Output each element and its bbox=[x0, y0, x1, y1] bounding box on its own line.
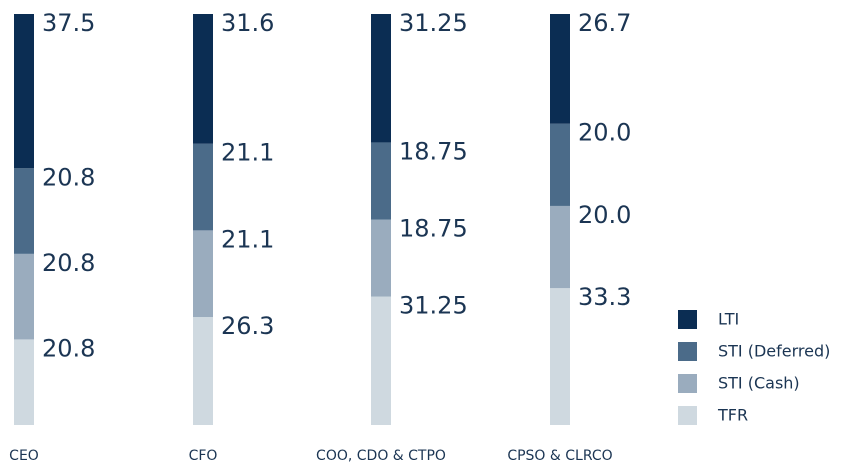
x-tick-label: CPSO & CLRCO bbox=[507, 448, 612, 464]
bar-segment bbox=[193, 143, 213, 231]
value-label: 18.75 bbox=[399, 137, 468, 165]
value-label: 21.1 bbox=[221, 139, 274, 167]
legend-swatch bbox=[678, 342, 697, 361]
bar-segment bbox=[14, 168, 34, 254]
value-label: 21.1 bbox=[221, 225, 274, 253]
bar-segment bbox=[371, 14, 391, 143]
bar-segment bbox=[371, 219, 391, 297]
bar-segment bbox=[371, 142, 391, 220]
legend-swatch bbox=[678, 406, 697, 425]
legend-label: STI (Deferred) bbox=[718, 342, 830, 361]
bar-segment bbox=[550, 288, 570, 425]
value-label: 31.6 bbox=[221, 9, 274, 37]
value-label: 31.25 bbox=[399, 292, 468, 320]
bar-segment bbox=[14, 253, 34, 340]
value-label: 18.75 bbox=[399, 215, 468, 243]
legend-label: LTI bbox=[718, 310, 739, 329]
legend-label: TFR bbox=[717, 406, 748, 425]
value-label: 26.3 bbox=[221, 312, 274, 340]
x-tick-label: CFO bbox=[189, 448, 218, 464]
value-label: 26.7 bbox=[578, 9, 631, 37]
value-label: 31.25 bbox=[399, 9, 468, 37]
value-label: 37.5 bbox=[42, 9, 95, 37]
bar-segment bbox=[550, 14, 570, 124]
bar-segment bbox=[14, 14, 34, 169]
value-label: 20.8 bbox=[42, 163, 95, 191]
value-label: 20.8 bbox=[42, 334, 95, 362]
bar-segment bbox=[550, 205, 570, 289]
value-label: 33.3 bbox=[578, 283, 631, 311]
bar-segment bbox=[193, 230, 213, 318]
bar-segment bbox=[550, 123, 570, 206]
value-label: 20.0 bbox=[578, 119, 631, 147]
legend-swatch bbox=[678, 310, 697, 329]
value-label: 20.8 bbox=[42, 249, 95, 277]
bar-segment bbox=[14, 339, 34, 425]
bar-segment bbox=[371, 296, 391, 425]
x-tick-label: CEO bbox=[9, 448, 39, 464]
legend-swatch bbox=[678, 374, 697, 393]
x-tick-label: COO, CDO & CTPO bbox=[316, 448, 446, 464]
legend-label: STI (Cash) bbox=[718, 374, 800, 393]
bar-segment bbox=[193, 14, 213, 144]
bar-segment bbox=[193, 317, 213, 425]
value-label: 20.0 bbox=[578, 201, 631, 229]
